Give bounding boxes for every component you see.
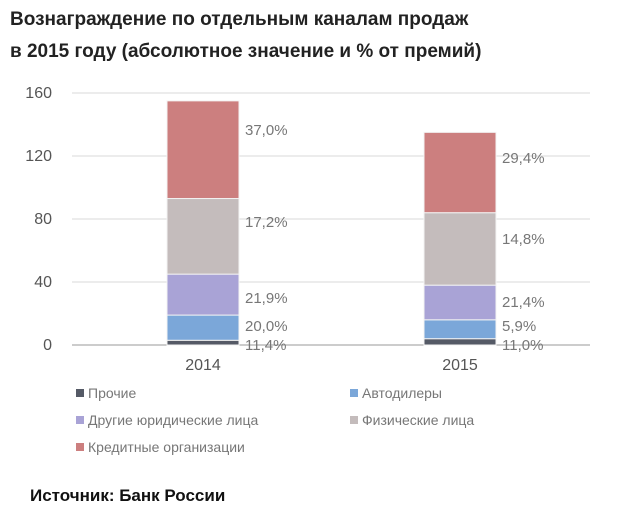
data-label: 11,4% <box>245 337 286 354</box>
bar-segment <box>166 100 240 200</box>
data-label: 29,4% <box>502 150 545 167</box>
legend-label: Другие юридические лица <box>88 412 259 428</box>
bar-segment <box>166 273 240 316</box>
bar-segment <box>423 319 497 340</box>
source-note: Источник: Банк России <box>30 486 226 505</box>
x-category-label: 2015 <box>442 357 478 374</box>
y-tick-label: 160 <box>25 85 52 102</box>
data-label: 21,4% <box>502 294 545 311</box>
legend-label: Физические лица <box>362 412 474 428</box>
title-line-2: в 2015 году (абсолютное значение и % от … <box>10 41 482 62</box>
bar-segment <box>166 314 240 341</box>
bar-segment <box>166 339 240 346</box>
y-tick-label: 40 <box>34 274 52 291</box>
legend-label: Кредитные организации <box>88 439 245 455</box>
legend-swatch <box>350 416 358 424</box>
data-label: 17,2% <box>245 214 288 231</box>
data-label: 5,9% <box>502 318 536 335</box>
data-label: 11,0% <box>502 337 543 354</box>
bar-segment <box>423 212 497 286</box>
title-line-1: Вознаграждение по отдельным каналам прод… <box>10 9 469 30</box>
legend-swatch <box>76 389 84 397</box>
bar-segment <box>423 131 497 214</box>
bar-segment <box>423 338 497 346</box>
legend-label: Автодилеры <box>362 385 442 401</box>
data-label: 14,8% <box>502 231 545 248</box>
stacked-bar-chart: 0 40 80 120 160 2014 2015 11,4% 20,0% 21,9% 17,2% 3… <box>25 85 590 455</box>
x-category-label: 2014 <box>185 357 221 374</box>
chart-title: Вознаграждение по отдельным каналам прод… <box>10 4 610 68</box>
data-label: 21,9% <box>245 290 288 307</box>
legend-swatch <box>76 416 84 424</box>
legend-swatch <box>350 389 358 397</box>
data-label: 20,0% <box>245 318 288 335</box>
y-tick-label: 120 <box>25 148 52 165</box>
data-label: 37,0% <box>245 122 288 139</box>
y-tick-label: 80 <box>34 211 52 228</box>
bar-segment <box>166 198 240 275</box>
legend-label: Прочие <box>88 385 136 401</box>
bar-segment <box>423 284 497 321</box>
legend-swatch <box>76 443 84 451</box>
y-tick-label: 0 <box>43 337 52 354</box>
